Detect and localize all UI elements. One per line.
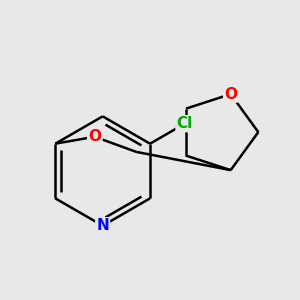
Text: O: O [224,87,237,102]
Text: Cl: Cl [176,116,193,131]
Text: O: O [88,129,101,144]
Text: N: N [96,218,109,233]
